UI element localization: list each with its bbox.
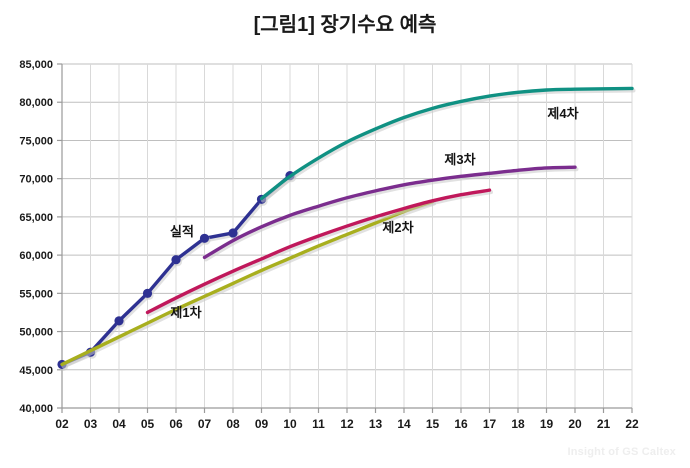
x-tick-label: 05 bbox=[141, 417, 155, 430]
y-tick-label: 70,000 bbox=[19, 174, 53, 186]
x-tick-label: 04 bbox=[112, 417, 126, 430]
series-label-제4차: 제4차 bbox=[547, 106, 578, 121]
series-marker bbox=[114, 316, 124, 326]
y-tick-label: 40,000 bbox=[19, 403, 53, 415]
y-tick-label: 50,000 bbox=[19, 327, 53, 339]
x-tick-label: 12 bbox=[340, 417, 354, 430]
series-shadow-제4차 bbox=[261, 88, 636, 203]
series-line-제4차 bbox=[259, 86, 634, 201]
x-tick-label: 20 bbox=[568, 417, 582, 430]
series-shadow-제3차 bbox=[204, 167, 579, 262]
series-label-실적: 실적 bbox=[170, 224, 194, 239]
x-tick-label: 18 bbox=[511, 417, 525, 430]
x-tick-label: 07 bbox=[198, 417, 212, 430]
series-group bbox=[57, 86, 636, 372]
y-tick-label: 65,000 bbox=[19, 212, 53, 224]
y-axis-ticks: 40,000 45,000 50,000 55,000 60,000 65,000 70,0… bbox=[19, 59, 62, 415]
x-tick-label: 06 bbox=[169, 417, 183, 430]
x-tick-label: 15 bbox=[426, 417, 440, 430]
y-tick-label: 55,000 bbox=[19, 288, 53, 300]
series-marker bbox=[228, 228, 238, 238]
x-tick-label: 02 bbox=[55, 417, 69, 430]
series-marker bbox=[142, 288, 153, 298]
series-line-제1차 bbox=[60, 199, 435, 367]
x-tick-label: 16 bbox=[454, 417, 468, 430]
series-shadow-제2차 bbox=[147, 190, 493, 317]
y-tick-label: 60,000 bbox=[19, 250, 53, 262]
x-tick-label: 17 bbox=[483, 417, 497, 430]
series-marker bbox=[171, 255, 181, 265]
y-tick-label: 85,000 bbox=[19, 59, 53, 71]
y-tick-label: 80,000 bbox=[19, 97, 53, 109]
x-tick-label: 19 bbox=[540, 417, 554, 430]
line-chart: 40,000 45,000 50,000 55,000 60,000 65,000 70,0… bbox=[19, 59, 639, 430]
x-tick-label: 11 bbox=[312, 417, 325, 430]
y-tick-label: 45,000 bbox=[19, 365, 53, 377]
x-tick-label: 09 bbox=[255, 417, 269, 430]
series-label-제2차: 제2차 bbox=[382, 220, 413, 235]
series-label-제1차: 제1차 bbox=[170, 305, 201, 320]
x-tick-label: 10 bbox=[283, 417, 297, 430]
page-title: [그림1] 장기수요 예측 bbox=[253, 14, 437, 36]
x-tick-label: 13 bbox=[369, 417, 383, 430]
watermark-label: Insight of GS Caltex bbox=[567, 446, 676, 458]
x-tick-label: 22 bbox=[625, 417, 639, 430]
x-tick-label: 21 bbox=[597, 417, 611, 430]
x-tick-label: 08 bbox=[226, 417, 240, 430]
series-line-제2차 bbox=[145, 188, 492, 315]
series-shadow-제1차 bbox=[61, 201, 436, 369]
series-line-제3차 bbox=[202, 165, 577, 260]
x-tick-label: 14 bbox=[397, 417, 411, 430]
series-marker bbox=[199, 233, 210, 243]
series-label-제3차: 제3차 bbox=[444, 152, 475, 167]
x-tick-label: 03 bbox=[84, 417, 98, 430]
x-axis-ticks: 02 03 04 05 06 07 08 09 10 11 12 13 14 15 16 17 18 19 20 21… bbox=[55, 408, 639, 430]
y-tick-label: 75,000 bbox=[19, 135, 53, 147]
